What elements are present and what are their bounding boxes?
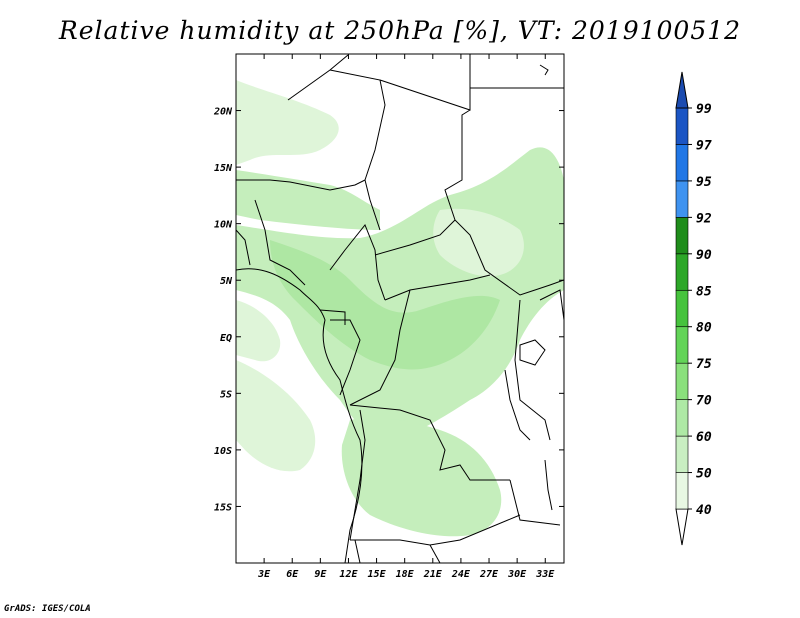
colorbar-segment [675, 217, 689, 255]
border-west-africa [236, 229, 251, 266]
colorbar-label: 97 [696, 138, 712, 153]
colorbar-label: 75 [696, 357, 712, 372]
lon-tick-label: 30E [507, 569, 527, 580]
country-borders [236, 54, 564, 563]
border-cameroon [329, 224, 386, 301]
border-gabon [319, 309, 346, 325]
longitude-ticks: 3E 6E 9E 12E 15E 18E 21E 24E 27E 30E 33E [257, 54, 555, 580]
lon-tick-label: 12E [339, 569, 358, 580]
colorbar: 40 50 60 70 75 80 85 90 92 95 97 99 [675, 71, 712, 546]
lon-tick-label: 6E [286, 569, 299, 580]
border-coast [236, 268, 363, 563]
colorbar-lower-arrow [675, 508, 689, 546]
colorbar-segment [675, 289, 689, 328]
lat-tick-label: 10N [214, 220, 233, 231]
grads-credit: GrADS: IGES/COLA [4, 604, 91, 614]
colorbar-label: 90 [696, 248, 712, 263]
lon-tick-label: 21E [423, 569, 443, 580]
border-east-2 [539, 289, 564, 321]
lon-tick-label: 18E [396, 569, 415, 580]
colorbar-label: 70 [696, 394, 712, 409]
colorbar-label: 92 [696, 211, 712, 226]
border-lake-malawi [544, 459, 553, 511]
humidity-region-east [433, 208, 524, 277]
humidity-region-central-inner [270, 240, 500, 370]
colorbar-segment [675, 472, 689, 510]
colorbar-label: 80 [696, 321, 712, 336]
humidity-region-southwest [236, 360, 316, 472]
border-lake-victoria [519, 339, 546, 366]
border-car-south [384, 274, 491, 301]
humidity-field [236, 54, 564, 563]
lat-tick-label: 5S [220, 389, 232, 400]
lon-tick-label: 24E [451, 569, 471, 580]
lon-tick-label: 3E [257, 569, 271, 580]
humidity-region-south [341, 418, 502, 537]
colorbar-label: 40 [696, 503, 712, 518]
colorbar-label: 95 [696, 175, 712, 190]
colorbar-segment [675, 435, 689, 473]
colorbar-label: 50 [696, 467, 712, 482]
lon-tick-label: 9E [314, 569, 327, 580]
colorbar-segment [675, 253, 689, 291]
border-drc [349, 289, 411, 406]
border-southern-2 [429, 544, 441, 563]
lat-tick-label: 10S [214, 446, 232, 457]
colorbar-upper-arrow [675, 71, 689, 109]
colorbar-segment [675, 107, 689, 145]
colorbar-label: 99 [696, 102, 712, 117]
border-drc-south [349, 404, 510, 481]
colorbar-segment [675, 180, 689, 218]
border-nigeria [236, 179, 366, 191]
lat-tick-label: 20N [213, 107, 233, 118]
humidity-region-west-atlantic [236, 300, 281, 362]
colorbar-label: 60 [696, 430, 712, 445]
border-mediterranean [539, 64, 549, 76]
border-nigeria-cameroon [254, 199, 306, 286]
lat-tick-label: 5N [220, 276, 233, 287]
border-southern [354, 539, 361, 563]
border-east [514, 299, 551, 441]
lat-tick-label: 15S [214, 502, 232, 513]
border-congo [330, 319, 361, 396]
colorbar-segment [675, 326, 689, 364]
border-lake-tanganyika [504, 369, 531, 441]
lon-tick-label: 33E [535, 569, 555, 580]
humidity-region-north [236, 80, 339, 165]
lon-tick-label: 15E [368, 569, 387, 580]
latitude-ticks: 20N 15N 10N 5N EQ 5S 10S 15S [213, 107, 564, 513]
lat-tick-label: EQ [220, 333, 232, 344]
colorbar-segment [675, 362, 689, 400]
border-zambia [509, 479, 561, 526]
border-sudan [444, 109, 564, 296]
colorbar-label: 85 [696, 284, 712, 299]
lat-tick-label: 15N [214, 163, 233, 174]
lon-tick-label: 27E [479, 569, 499, 580]
border-car [374, 219, 456, 256]
colorbar-segment [675, 399, 689, 437]
chart-title: Relative humidity at 250hPa [%], VT: 201… [58, 16, 742, 45]
colorbar-segment [675, 144, 689, 182]
map-frame [235, 53, 565, 564]
humidity-region-north-west [236, 170, 380, 230]
